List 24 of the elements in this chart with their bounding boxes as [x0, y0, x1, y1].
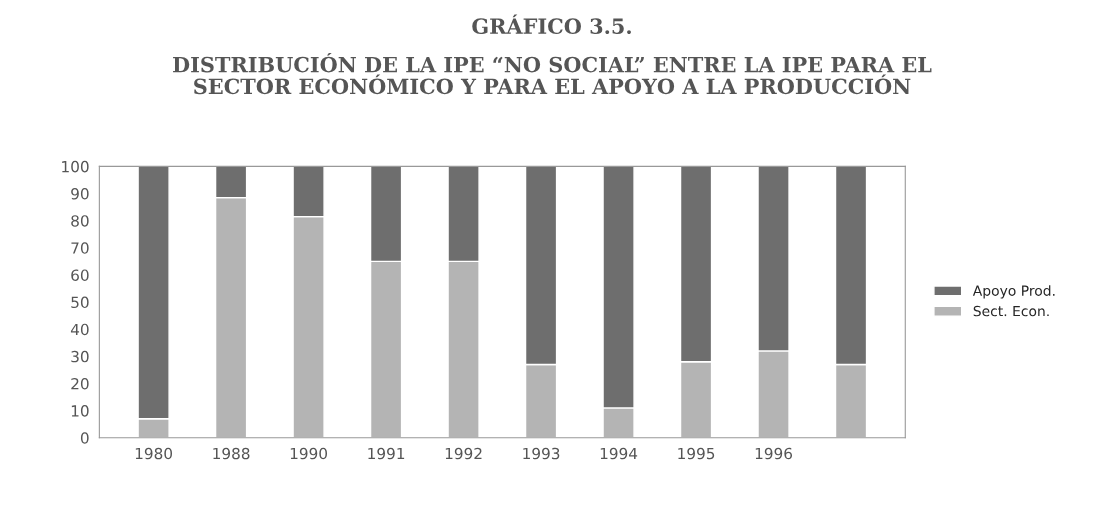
y-tick-label: 80 — [71, 215, 89, 227]
y-tick-label: 30 — [71, 350, 89, 363]
y-tick-label: 20 — [71, 377, 89, 390]
y-tick-label: 0 — [80, 432, 89, 444]
y-tick-label: 70 — [71, 242, 89, 254]
y-tick-label: 60 — [71, 269, 89, 281]
x-tick-label: 1988 — [213, 447, 250, 460]
x-tick-label: 1995 — [678, 447, 715, 460]
legend-label: Sect. Econ. — [973, 305, 1049, 317]
x-tick-label: 1996 — [755, 447, 793, 460]
x-tick-label: 1980 — [135, 447, 173, 460]
x-tick-label: 1991 — [368, 447, 405, 460]
x-tick-label: 1994 — [600, 447, 638, 460]
y-tick-label: 90 — [71, 188, 89, 200]
x-tick-label: 1992 — [445, 447, 482, 460]
x-tick-label: 1993 — [523, 447, 560, 460]
y-tick-label: 50 — [71, 296, 89, 309]
x-tick-label: 1990 — [290, 447, 328, 460]
chart-subtitle: DISTRIBUCIÓN DE LA IPE “NO SOCIAL” ENTRE LA IPE PARA EL SECTOR ECONÓMICO Y PARA EL APOYO A LA PRODUCCIÓN — [173, 52, 932, 95]
chart-title: GRÁFICO 3.5. — [472, 14, 631, 35]
y-tick-label: 10 — [71, 405, 89, 417]
y-tick-label: 40 — [70, 323, 89, 336]
legend-label: Apoyo Prod. — [972, 285, 1055, 299]
y-tick-label: 100 — [62, 160, 89, 173]
